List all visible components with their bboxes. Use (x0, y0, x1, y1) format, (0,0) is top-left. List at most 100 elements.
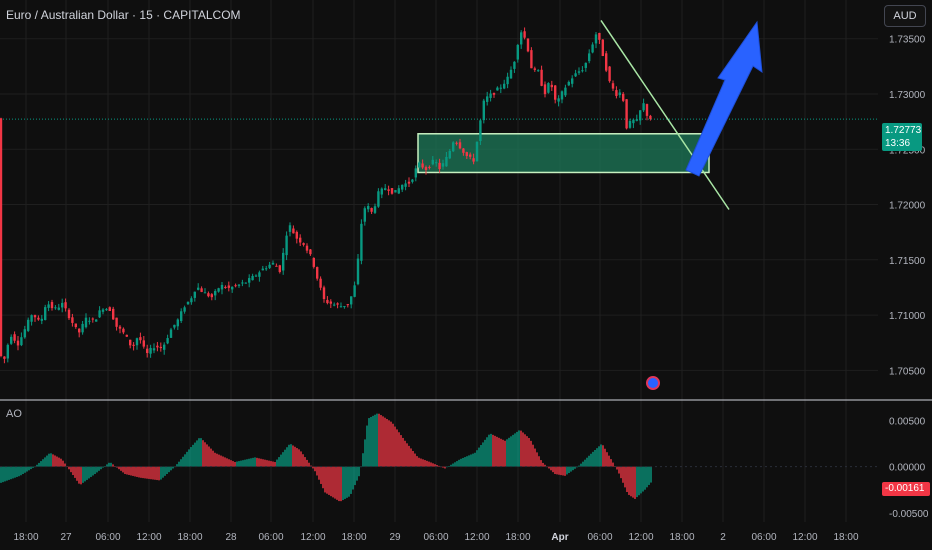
ao-bar (270, 461, 272, 467)
ao-bar (274, 462, 276, 467)
ao-axis-label: -0.00500 (889, 509, 929, 520)
ao-bar (212, 450, 214, 467)
candle-body (543, 84, 547, 95)
candle-body (231, 286, 234, 290)
candle-body (166, 338, 169, 344)
ao-bar (602, 445, 604, 467)
candle-body (649, 115, 652, 119)
candle-body (220, 284, 224, 290)
candle-body (322, 287, 326, 300)
ao-bar (102, 466, 104, 468)
candle-body (363, 208, 366, 222)
ao-bar (84, 466, 86, 482)
ao-bar (628, 466, 630, 495)
ao-bar (160, 466, 162, 480)
candle-body (401, 184, 404, 190)
candle-body (129, 339, 132, 346)
ao-bar (182, 456, 184, 467)
price-axis-label: 1.71000 (889, 311, 926, 322)
candle-body (346, 304, 349, 306)
candle-body (207, 293, 210, 297)
candle-body (431, 159, 434, 165)
ao-bar (138, 466, 140, 478)
ao-bar (476, 450, 478, 467)
ao-value-tag: -0.00161 (882, 482, 930, 496)
candle-body (50, 302, 54, 309)
ao-bar (112, 464, 114, 467)
ao-bar (594, 450, 596, 467)
ao-bar (0, 466, 2, 483)
ao-bar (46, 455, 48, 467)
candle-body (288, 225, 292, 232)
candle-body (159, 346, 162, 349)
ao-bar (560, 466, 562, 476)
ao-bar (90, 466, 92, 477)
ao-bar (164, 466, 166, 476)
ao-bar (566, 466, 568, 475)
ao-bar (450, 464, 452, 467)
ao-bar (426, 460, 428, 467)
candle-body (193, 291, 196, 298)
candle-body (74, 323, 77, 328)
candle-body (611, 83, 615, 89)
ao-bar (30, 466, 32, 470)
candle-body (275, 265, 278, 267)
ao-bar (286, 447, 288, 467)
ao-bar (78, 466, 80, 484)
candle-body (635, 119, 638, 121)
price-axis-label: 1.70500 (889, 366, 926, 377)
time-axis-label: 18:00 (505, 532, 530, 543)
candle-body (516, 44, 519, 60)
ao-bar (482, 442, 484, 467)
ao-bar (154, 466, 156, 480)
candle-body (452, 142, 455, 152)
ao-bar (72, 466, 74, 476)
candle-body (537, 70, 540, 72)
candle-body (282, 252, 285, 271)
ao-bar (218, 454, 220, 467)
ao-bar (26, 466, 28, 472)
candle-body (594, 34, 598, 44)
ao-bar (202, 440, 204, 467)
ao-bar (400, 435, 402, 467)
ao-bar (254, 457, 256, 467)
ao-bar (392, 423, 394, 467)
candle-body (475, 141, 479, 162)
candle-body (0, 118, 3, 356)
candle-body (424, 167, 428, 171)
ao-bar (144, 466, 146, 479)
candle-body (526, 38, 530, 52)
ao-bar (244, 459, 246, 467)
ao-bar (124, 466, 126, 474)
candle-body (67, 309, 71, 319)
ao-bar (490, 433, 492, 467)
ao-indicator-label[interactable]: AO (6, 408, 22, 420)
candle-body (339, 306, 343, 308)
candle-body (237, 284, 241, 286)
economic-event-icon[interactable] (646, 376, 660, 390)
ao-bar (540, 460, 542, 467)
candle-body (16, 340, 20, 346)
candle-body (550, 84, 553, 88)
ao-bar (132, 466, 134, 476)
candle-body (387, 189, 390, 191)
ao-bar (408, 445, 410, 467)
candle-body (482, 100, 485, 121)
ao-bar (74, 466, 76, 478)
candle-body (37, 317, 40, 320)
candle-body (503, 83, 506, 89)
candle-body (125, 334, 128, 337)
candle-body (278, 265, 281, 272)
candle-body (472, 158, 475, 162)
currency-button[interactable]: AUD (884, 5, 926, 27)
bar-countdown: 13:36 (885, 138, 911, 149)
candle-body (407, 181, 411, 184)
candle-body (540, 69, 543, 86)
candle-body (81, 323, 84, 333)
candle-body (312, 257, 315, 267)
ao-bar (68, 466, 70, 470)
ao-bar (600, 444, 602, 467)
ao-bar (524, 434, 526, 467)
